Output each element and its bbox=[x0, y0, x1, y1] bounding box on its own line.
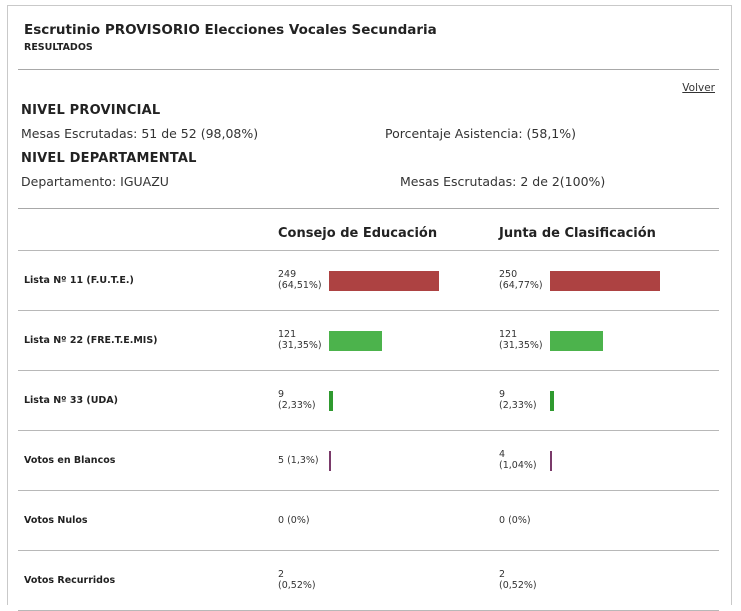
provincial-heading: NIVEL PROVINCIAL bbox=[21, 103, 161, 118]
consejo-value: 9 bbox=[278, 389, 285, 400]
row-divider bbox=[18, 310, 719, 311]
consejo-value: 5 (1,3%) bbox=[278, 455, 319, 466]
provincial-asistencia: Porcentaje Asistencia: (58,1%) bbox=[385, 126, 577, 141]
consejo-percent: (0,52%) bbox=[278, 580, 316, 591]
consejo-bar bbox=[329, 331, 382, 351]
consejo-value: 121 bbox=[278, 329, 297, 340]
row-label: Votos en Blancos bbox=[24, 455, 116, 466]
junta-percent: (64,77%) bbox=[499, 280, 543, 291]
consejo-value: 2 bbox=[278, 569, 285, 580]
divider bbox=[18, 69, 719, 70]
junta-value: 9 bbox=[499, 389, 506, 400]
row-divider bbox=[18, 430, 719, 431]
junta-percent: (31,35%) bbox=[499, 340, 543, 351]
row-label: Lista Nº 11 (F.U.T.E.) bbox=[24, 275, 134, 286]
page-subtitle: RESULTADOS bbox=[24, 42, 93, 53]
provincial-mesas: Mesas Escrutadas: 51 de 52 (98,08%) bbox=[21, 126, 259, 141]
junta-value: 4 bbox=[499, 449, 506, 460]
junta-value: 0 (0%) bbox=[499, 515, 531, 526]
departamental-mesas: Mesas Escrutadas: 2 de 2(100%) bbox=[400, 174, 606, 189]
consejo-percent: (64,51%) bbox=[278, 280, 322, 291]
junta-bar bbox=[550, 331, 603, 351]
junta-bar bbox=[550, 271, 660, 291]
junta-percent: (1,04%) bbox=[499, 460, 537, 471]
junta-percent: (2,33%) bbox=[499, 400, 537, 411]
page-title: Escrutinio PROVISORIO Elecciones Vocales… bbox=[24, 22, 437, 38]
row-label: Lista Nº 33 (UDA) bbox=[24, 395, 119, 406]
consejo-bar bbox=[329, 271, 439, 291]
consejo-bar bbox=[329, 391, 333, 411]
divider bbox=[18, 208, 719, 209]
junta-percent: (0,52%) bbox=[499, 580, 537, 591]
row-divider bbox=[18, 370, 719, 371]
row-divider bbox=[18, 490, 719, 491]
row-label: Lista Nº 22 (FRE.T.E.MIS) bbox=[24, 335, 158, 346]
consejo-value: 0 (0%) bbox=[278, 515, 310, 526]
row-divider bbox=[18, 550, 719, 551]
consejo-bar bbox=[329, 451, 331, 471]
row-label: Votos Nulos bbox=[24, 515, 88, 526]
departamento-name: Departamento: IGUAZU bbox=[21, 174, 169, 189]
column-header-consejo: Consejo de Educación bbox=[278, 226, 438, 241]
junta-bar bbox=[550, 451, 552, 471]
junta-value: 2 bbox=[499, 569, 506, 580]
table-header-divider bbox=[18, 250, 719, 251]
junta-value: 250 bbox=[499, 269, 518, 280]
back-link[interactable]: Volver bbox=[682, 82, 715, 94]
consejo-value: 249 bbox=[278, 269, 297, 280]
consejo-percent: (2,33%) bbox=[278, 400, 316, 411]
departamental-heading: NIVEL DEPARTAMENTAL bbox=[21, 151, 197, 166]
page-frame bbox=[7, 5, 732, 605]
row-label: Votos Recurridos bbox=[24, 575, 116, 586]
junta-bar bbox=[550, 391, 554, 411]
junta-value: 121 bbox=[499, 329, 518, 340]
consejo-percent: (31,35%) bbox=[278, 340, 322, 351]
column-header-junta: Junta de Clasificación bbox=[499, 226, 656, 241]
